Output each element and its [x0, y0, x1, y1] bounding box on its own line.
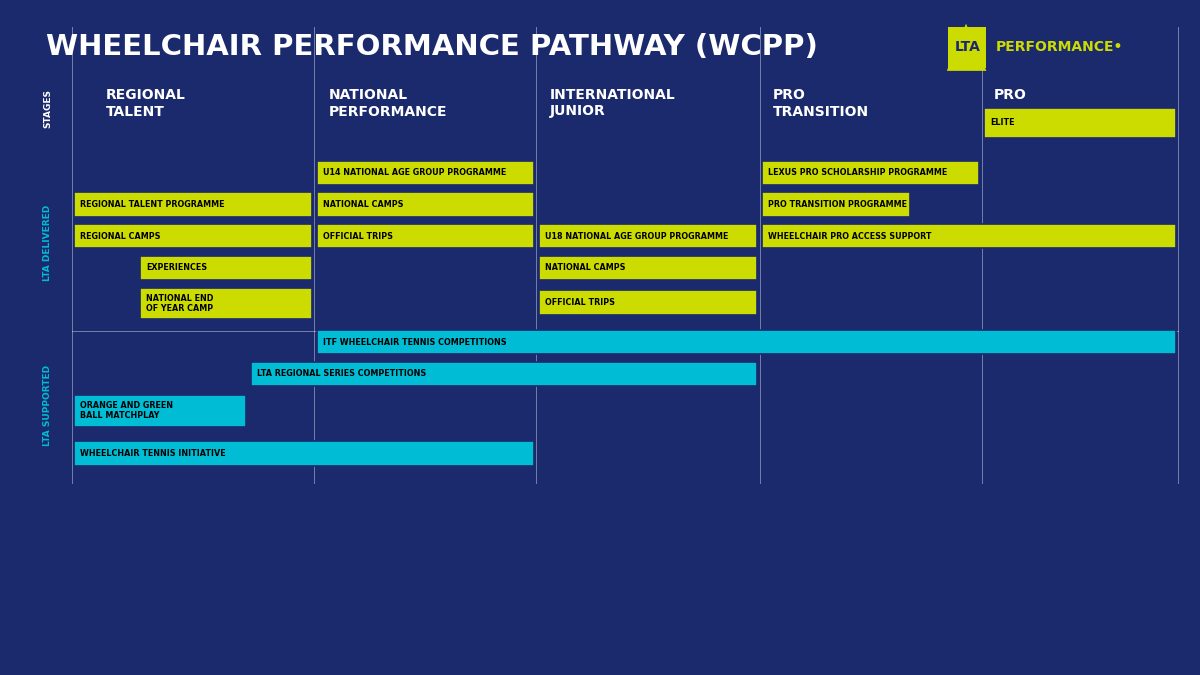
Text: NATIONAL CAMPS: NATIONAL CAMPS [323, 200, 403, 209]
Bar [539, 224, 757, 248]
Text: LTA SUPPORTED: LTA SUPPORTED [43, 364, 53, 446]
Text: WHEELCHAIR PERFORMANCE PATHWAY (WCPP): WHEELCHAIR PERFORMANCE PATHWAY (WCPP) [46, 33, 817, 61]
Bar [74, 395, 246, 427]
Text: REGIONAL TALENT PROGRAMME: REGIONAL TALENT PROGRAMME [80, 200, 224, 209]
Text: EXPERIENCES: EXPERIENCES [146, 263, 208, 273]
Text: REGIONAL CAMPS: REGIONAL CAMPS [80, 232, 161, 241]
Text: PERFORMANCE•: PERFORMANCE• [996, 40, 1123, 54]
Bar [317, 161, 534, 185]
Text: ORANGE AND GREEN
BALL MATCHPLAY: ORANGE AND GREEN BALL MATCHPLAY [80, 402, 174, 420]
Bar [984, 108, 1176, 138]
Text: STAGES: STAGES [43, 88, 53, 128]
Bar [762, 192, 910, 217]
Text: OFFICIAL TRIPS: OFFICIAL TRIPS [545, 298, 614, 307]
Bar [74, 224, 312, 248]
Bar [317, 330, 1176, 354]
Text: NATIONAL
PERFORMANCE: NATIONAL PERFORMANCE [329, 88, 448, 119]
Text: OFFICIAL TRIPS: OFFICIAL TRIPS [323, 232, 392, 241]
FancyBboxPatch shape [948, 27, 986, 68]
Text: REGIONAL
TALENT: REGIONAL TALENT [106, 88, 186, 119]
Text: U14 NATIONAL AGE GROUP PROGRAMME: U14 NATIONAL AGE GROUP PROGRAMME [323, 168, 506, 178]
Text: PRO TRANSITION PROGRAMME: PRO TRANSITION PROGRAMME [768, 200, 907, 209]
Bar [140, 256, 312, 280]
Bar [74, 192, 312, 217]
Bar [317, 192, 534, 217]
Bar [251, 362, 757, 386]
Text: ITF WHEELCHAIR TENNIS COMPETITIONS: ITF WHEELCHAIR TENNIS COMPETITIONS [323, 338, 506, 347]
Text: WHEELCHAIR PRO ACCESS SUPPORT: WHEELCHAIR PRO ACCESS SUPPORT [768, 232, 931, 241]
Text: PRO: PRO [994, 88, 1026, 102]
Text: WHEELCHAIR TENNIS INITIATIVE: WHEELCHAIR TENNIS INITIATIVE [80, 449, 226, 458]
Text: LTA DELIVERED: LTA DELIVERED [43, 205, 53, 281]
Text: LEXUS PRO SCHOLARSHIP PROGRAMME: LEXUS PRO SCHOLARSHIP PROGRAMME [768, 168, 947, 178]
Text: NATIONAL CAMPS: NATIONAL CAMPS [545, 263, 625, 273]
Bar [74, 441, 534, 466]
Text: ELITE: ELITE [990, 118, 1014, 128]
Text: LTA REGIONAL SERIES COMPETITIONS: LTA REGIONAL SERIES COMPETITIONS [257, 369, 426, 379]
Text: U18 NATIONAL AGE GROUP PROGRAMME: U18 NATIONAL AGE GROUP PROGRAMME [545, 232, 728, 241]
Bar [317, 224, 534, 248]
Text: NATIONAL END
OF YEAR CAMP: NATIONAL END OF YEAR CAMP [146, 294, 214, 313]
Bar [539, 290, 757, 315]
Bar [140, 288, 312, 319]
Text: INTERNATIONAL
JUNIOR: INTERNATIONAL JUNIOR [550, 88, 676, 119]
Bar [539, 256, 757, 280]
Text: LTA: LTA [954, 40, 980, 54]
Text: PRO
TRANSITION: PRO TRANSITION [773, 88, 869, 119]
Polygon shape [947, 24, 986, 71]
Bar [762, 161, 979, 185]
Bar [762, 224, 1176, 248]
